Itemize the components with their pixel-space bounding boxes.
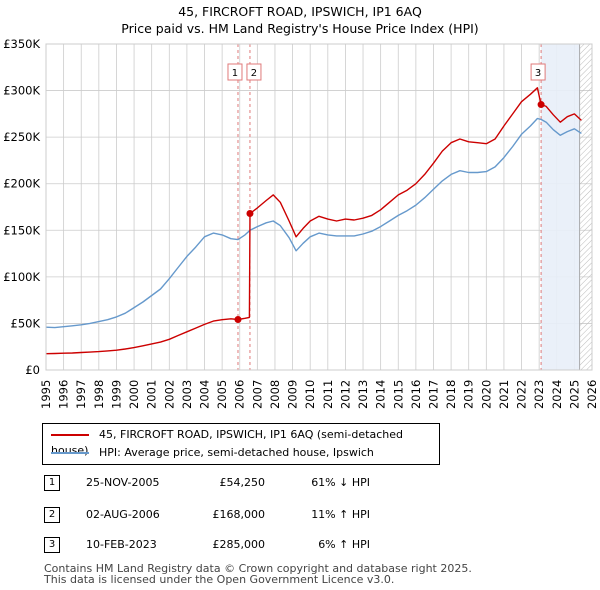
x-tick-label: 2014 [374, 380, 388, 409]
x-tick-label: 2003 [180, 380, 194, 409]
sale-point-3 [537, 101, 545, 109]
legend: 45, FIRCROFT ROAD, IPSWICH, IP1 6AQ (sem… [42, 423, 440, 465]
y-tick-label: £150K [3, 223, 40, 237]
chart-title: 45, FIRCROFT ROAD, IPSWICH, IP1 6AQ [178, 4, 422, 19]
x-tick-label: 2018 [444, 380, 458, 409]
transaction-price: £54,250 [219, 476, 266, 489]
legend-blue-label: HPI: Average price, semi-detached house,… [99, 446, 374, 459]
marker-label-2: 2 [251, 68, 257, 79]
marker-box-1 [227, 63, 243, 81]
x-tick-label: 2023 [532, 380, 546, 409]
y-tick-label: £50K [11, 316, 41, 330]
y-tick-label: £0 [25, 363, 40, 377]
post-sale-shade [541, 44, 580, 370]
y-tick-label: £100K [3, 270, 40, 284]
x-tick-label: 1997 [74, 380, 88, 409]
x-tick-label: 2020 [479, 380, 493, 409]
y-tick-label: £300K [3, 84, 40, 98]
x-tick-label: 2010 [303, 380, 317, 409]
hpi-line [45, 117, 582, 329]
transaction-date: 10-FEB-2023 [86, 538, 157, 551]
x-tick-label: 2016 [409, 380, 423, 409]
sale-point-2 [246, 210, 254, 218]
x-tick-label: 2005 [215, 380, 229, 409]
x-tick-label: 2026 [585, 380, 599, 409]
y-tick-label: £350K [3, 37, 40, 51]
legend-red-swatch [51, 434, 89, 436]
price-chart: 1 2 3 £0 £50K £100K £150K £200K £250K £300K £350K 1… [3, 37, 599, 409]
transaction-hpi: 61% ↓ HPI [311, 476, 370, 489]
x-tick-label: 2015 [391, 380, 405, 409]
x-tick-label: 2022 [515, 380, 529, 409]
y-tick-label: £250K [3, 130, 40, 144]
price-paid-line [45, 87, 582, 355]
transaction-number: 2 [44, 507, 60, 523]
x-tick-label: 1999 [109, 380, 123, 409]
marker-box-3 [530, 63, 546, 81]
x-tick-label: 2011 [321, 380, 335, 409]
footer-licence: This data is licensed under the Open Gov… [44, 573, 395, 586]
transaction-hpi: 6% ↑ HPI [318, 538, 370, 551]
footer-copyright: Contains HM Land Registry data © Crown c… [44, 562, 472, 575]
transaction-hpi: 11% ↑ HPI [311, 508, 370, 521]
x-tick-label: 2008 [268, 380, 282, 409]
x-tick-label: 2002 [162, 380, 176, 409]
x-tick-label: 1998 [92, 380, 106, 409]
legend-blue-swatch [51, 452, 89, 454]
chart-subtitle: Price paid vs. HM Land Registry's House … [121, 21, 479, 36]
x-tick-label: 2000 [127, 380, 141, 409]
y-tick-label: £200K [3, 177, 40, 191]
legend-item-red: 45, FIRCROFT ROAD, IPSWICH, IP1 6AQ (sem… [51, 427, 439, 457]
transaction-number: 3 [44, 537, 60, 553]
x-tick-label: 2017 [426, 380, 440, 409]
x-tick-label: 2004 [198, 380, 212, 409]
transaction-number: 1 [44, 475, 60, 491]
x-tick-label: 1995 [39, 380, 53, 409]
x-tick-label: 2021 [497, 380, 511, 409]
x-tick-label: 2024 [550, 380, 564, 409]
sale-point-1 [234, 315, 242, 323]
transaction-price: £285,000 [212, 538, 266, 551]
transaction-date: 02-AUG-2006 [86, 508, 160, 521]
plot-background [46, 44, 592, 370]
x-tick-label: 2001 [145, 380, 159, 409]
x-tick-label: 2013 [356, 380, 370, 409]
marker-label-3: 3 [535, 68, 541, 79]
plot-frame [45, 43, 593, 371]
x-tick-label: 2006 [233, 380, 247, 409]
x-tick-label: 2025 [567, 380, 581, 409]
future-hatch [579, 44, 592, 370]
marker-box-2 [246, 63, 262, 81]
x-tick-label: 2019 [462, 380, 476, 409]
x-tick-label: 2007 [250, 380, 264, 409]
transaction-date: 25-NOV-2005 [86, 476, 160, 489]
x-tick-label: 2009 [286, 380, 300, 409]
x-tick-label: 1996 [57, 380, 71, 409]
transaction-price: £168,000 [212, 508, 266, 521]
legend-item-blue: HPI: Average price, semi-detached house,… [51, 445, 374, 461]
x-tick-label: 2012 [338, 380, 352, 409]
marker-label-1: 1 [232, 68, 238, 79]
